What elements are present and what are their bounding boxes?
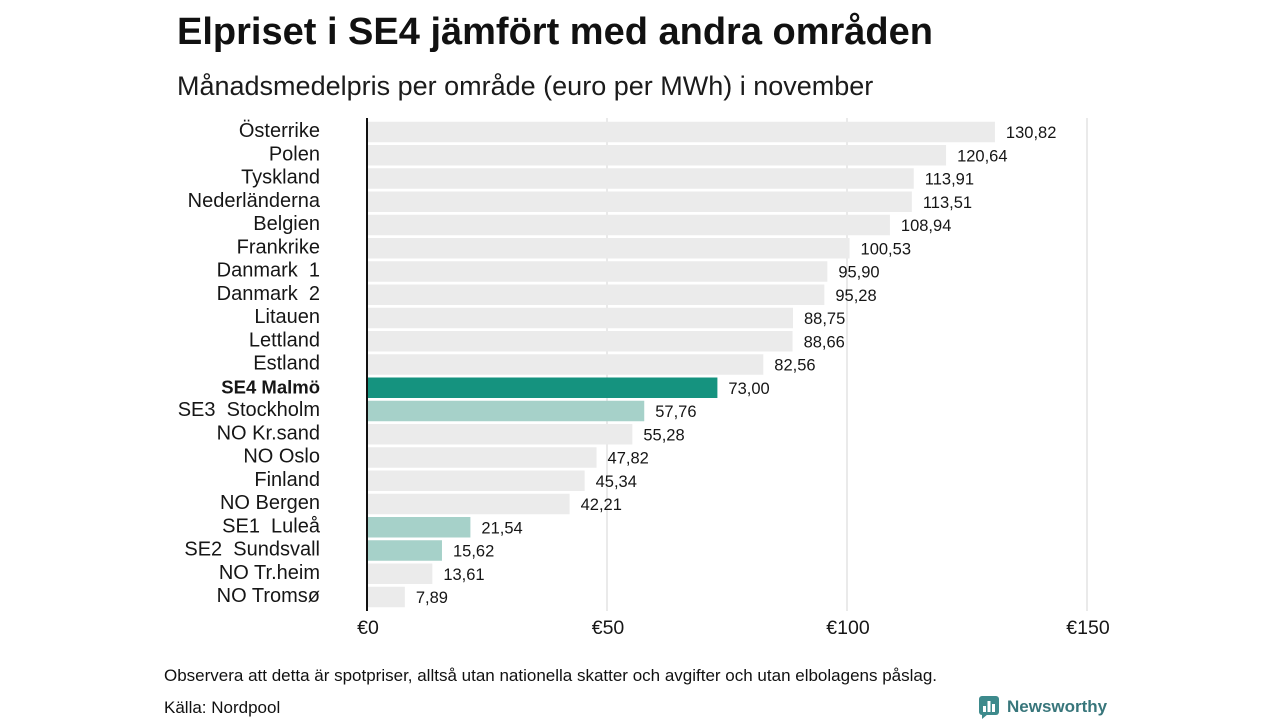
bar-estland bbox=[367, 354, 764, 375]
value-label-danmark-2: 95,28 bbox=[835, 287, 876, 305]
value-label-no-tr-heim: 13,61 bbox=[443, 566, 484, 584]
bar-no-tr-heim bbox=[367, 563, 433, 584]
bar-lettland bbox=[367, 331, 793, 352]
bar-no-bergen bbox=[367, 493, 570, 515]
category-label-se4-malmo: SE4 Malmö bbox=[221, 376, 320, 397]
value-label-estland: 82,56 bbox=[774, 357, 815, 375]
bar-se3-stockholm bbox=[367, 400, 645, 422]
bars bbox=[367, 121, 995, 608]
chart-subtitle: Månadsmedelpris per område (euro per MWh… bbox=[177, 71, 874, 101]
category-label-estland: Estland bbox=[253, 353, 320, 375]
bar-osterrike bbox=[367, 121, 995, 143]
bar-polen bbox=[367, 145, 947, 166]
value-label-osterrike: 130,82 bbox=[1006, 124, 1056, 142]
value-label-lettland: 88,66 bbox=[804, 333, 845, 351]
category-label-no-tromso: NO Tromsø bbox=[217, 585, 320, 607]
x-tick-label-50: €50 bbox=[592, 617, 625, 639]
value-label-belgien: 108,94 bbox=[901, 217, 951, 235]
bar-belgien bbox=[367, 214, 890, 236]
x-tick-label-150: €150 bbox=[1066, 617, 1110, 639]
newsworthy-logo-icon bbox=[979, 696, 999, 719]
x-tick-label-100: €100 bbox=[826, 617, 870, 639]
bar-se4-malmo bbox=[367, 377, 718, 398]
value-label-no-bergen: 42,21 bbox=[581, 496, 622, 514]
category-label-lettland: Lettland bbox=[249, 329, 320, 351]
x-tick-labels: €0 €50 €100 €150 bbox=[357, 617, 1110, 639]
category-label-no-tr-heim: NO Tr.heim bbox=[219, 562, 320, 584]
bar-no-kr-sand bbox=[367, 424, 633, 445]
category-label-litauen: Litauen bbox=[254, 306, 320, 328]
source-credit: Källa: Nordpool bbox=[164, 698, 281, 717]
brand-logo: Newsworthy bbox=[979, 695, 1107, 719]
category-label-no-kr-sand: NO Kr.sand bbox=[217, 422, 320, 444]
value-label-nederlanderna: 113,51 bbox=[923, 194, 972, 212]
category-label-no-oslo: NO Oslo bbox=[243, 446, 320, 468]
value-label-danmark-1: 95,90 bbox=[838, 264, 879, 282]
value-label-finland: 45,34 bbox=[596, 473, 637, 491]
value-label-se1-lulea: 21,54 bbox=[481, 519, 522, 537]
x-tick-label-0: €0 bbox=[357, 617, 379, 639]
chart-title: Elpriset i SE4 jämfört med andra områden bbox=[177, 11, 933, 53]
value-label-no-oslo: 47,82 bbox=[608, 450, 649, 468]
bar-nederlanderna bbox=[367, 191, 912, 212]
value-label-frankrike: 100,53 bbox=[861, 240, 911, 258]
value-label-polen: 120,64 bbox=[957, 147, 1007, 165]
value-label-no-kr-sand: 55,28 bbox=[643, 426, 684, 444]
bar-no-oslo bbox=[367, 447, 597, 468]
category-labels: ÖsterrikePolenTysklandNederländernaBelgi… bbox=[178, 120, 321, 607]
value-label-litauen: 88,75 bbox=[804, 310, 845, 328]
value-label-no-tromso: 7,89 bbox=[416, 589, 448, 607]
category-label-se2-sundsvall: SE2 Sundsvall bbox=[184, 539, 320, 561]
value-label-se4-malmo: 73,00 bbox=[728, 380, 769, 398]
value-labels: 130,82 120,64 113,91 113,51 108,94 100,53 95,9… bbox=[416, 124, 1057, 607]
bar-danmark-1 bbox=[367, 261, 828, 282]
category-label-danmark-1: Danmark 1 bbox=[217, 260, 320, 282]
category-label-frankrike: Frankrike bbox=[237, 236, 320, 258]
category-label-se3-stockholm: SE3 Stockholm bbox=[178, 399, 320, 421]
bar-tyskland bbox=[367, 168, 914, 189]
category-label-danmark-2: Danmark 2 bbox=[217, 283, 320, 305]
bar-se2-sundsvall bbox=[367, 540, 442, 561]
bar-litauen bbox=[367, 307, 793, 329]
category-label-finland: Finland bbox=[254, 469, 320, 491]
category-label-polen: Polen bbox=[269, 143, 320, 165]
brand-name: Newsworthy bbox=[1007, 697, 1108, 716]
category-label-osterrike: Österrike bbox=[239, 120, 320, 142]
category-label-se1-lulea: SE1 Luleå bbox=[222, 515, 321, 537]
value-label-se3-stockholm: 57,76 bbox=[655, 403, 696, 421]
category-label-belgien: Belgien bbox=[253, 213, 320, 235]
bar-se1-lulea bbox=[367, 517, 471, 538]
bar-frankrike bbox=[367, 238, 850, 259]
category-label-tyskland: Tyskland bbox=[241, 167, 320, 189]
bar-danmark-2 bbox=[367, 284, 825, 305]
category-label-nederlanderna: Nederländerna bbox=[188, 190, 321, 212]
footnote: Observera att detta är spotpriser, allts… bbox=[164, 666, 938, 685]
value-label-se2-sundsvall: 15,62 bbox=[453, 543, 494, 561]
bar-no-tromso bbox=[367, 586, 405, 608]
bar-finland bbox=[367, 470, 585, 491]
category-label-no-bergen: NO Bergen bbox=[220, 492, 320, 514]
value-label-tyskland: 113,91 bbox=[925, 171, 974, 189]
